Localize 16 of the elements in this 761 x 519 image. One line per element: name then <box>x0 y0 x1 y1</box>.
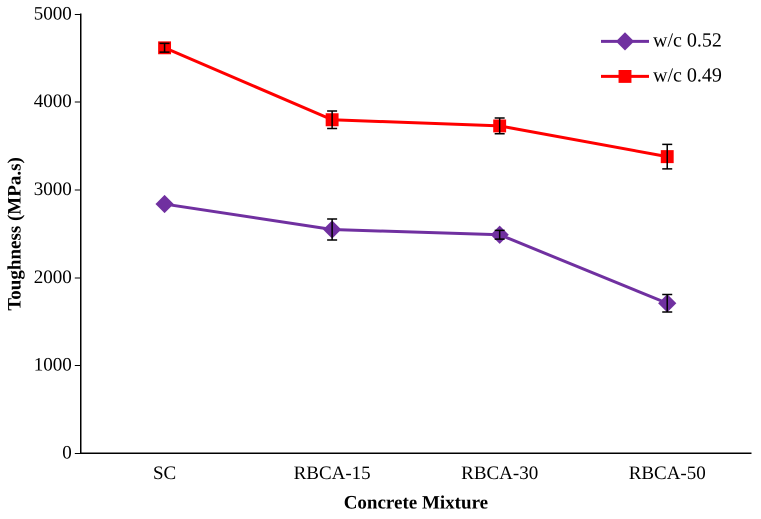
legend-label: w/c 0.52 <box>653 30 722 52</box>
x-tick-label: RBCA-30 <box>461 462 538 484</box>
x-tick-label: SC <box>152 462 176 484</box>
x-tick-label: RBCA-50 <box>628 462 706 484</box>
x-axis-title: Concrete Mixture <box>344 492 488 514</box>
y-tick-label: 5000 <box>34 3 72 24</box>
point <box>156 196 174 213</box>
x-tick-label: RBCA-15 <box>294 462 371 484</box>
y-tick-label: 4000 <box>34 91 72 112</box>
point <box>491 226 508 244</box>
y-axis-title: Toughness (MPa.s) <box>4 157 26 311</box>
legend-label: w/c 0.49 <box>653 64 722 87</box>
y-tick-label: 3000 <box>34 178 72 200</box>
y-tick-label: 2000 <box>34 266 72 288</box>
y-tick-label: 0 <box>62 442 72 464</box>
y-tick-label: 1000 <box>34 354 72 376</box>
